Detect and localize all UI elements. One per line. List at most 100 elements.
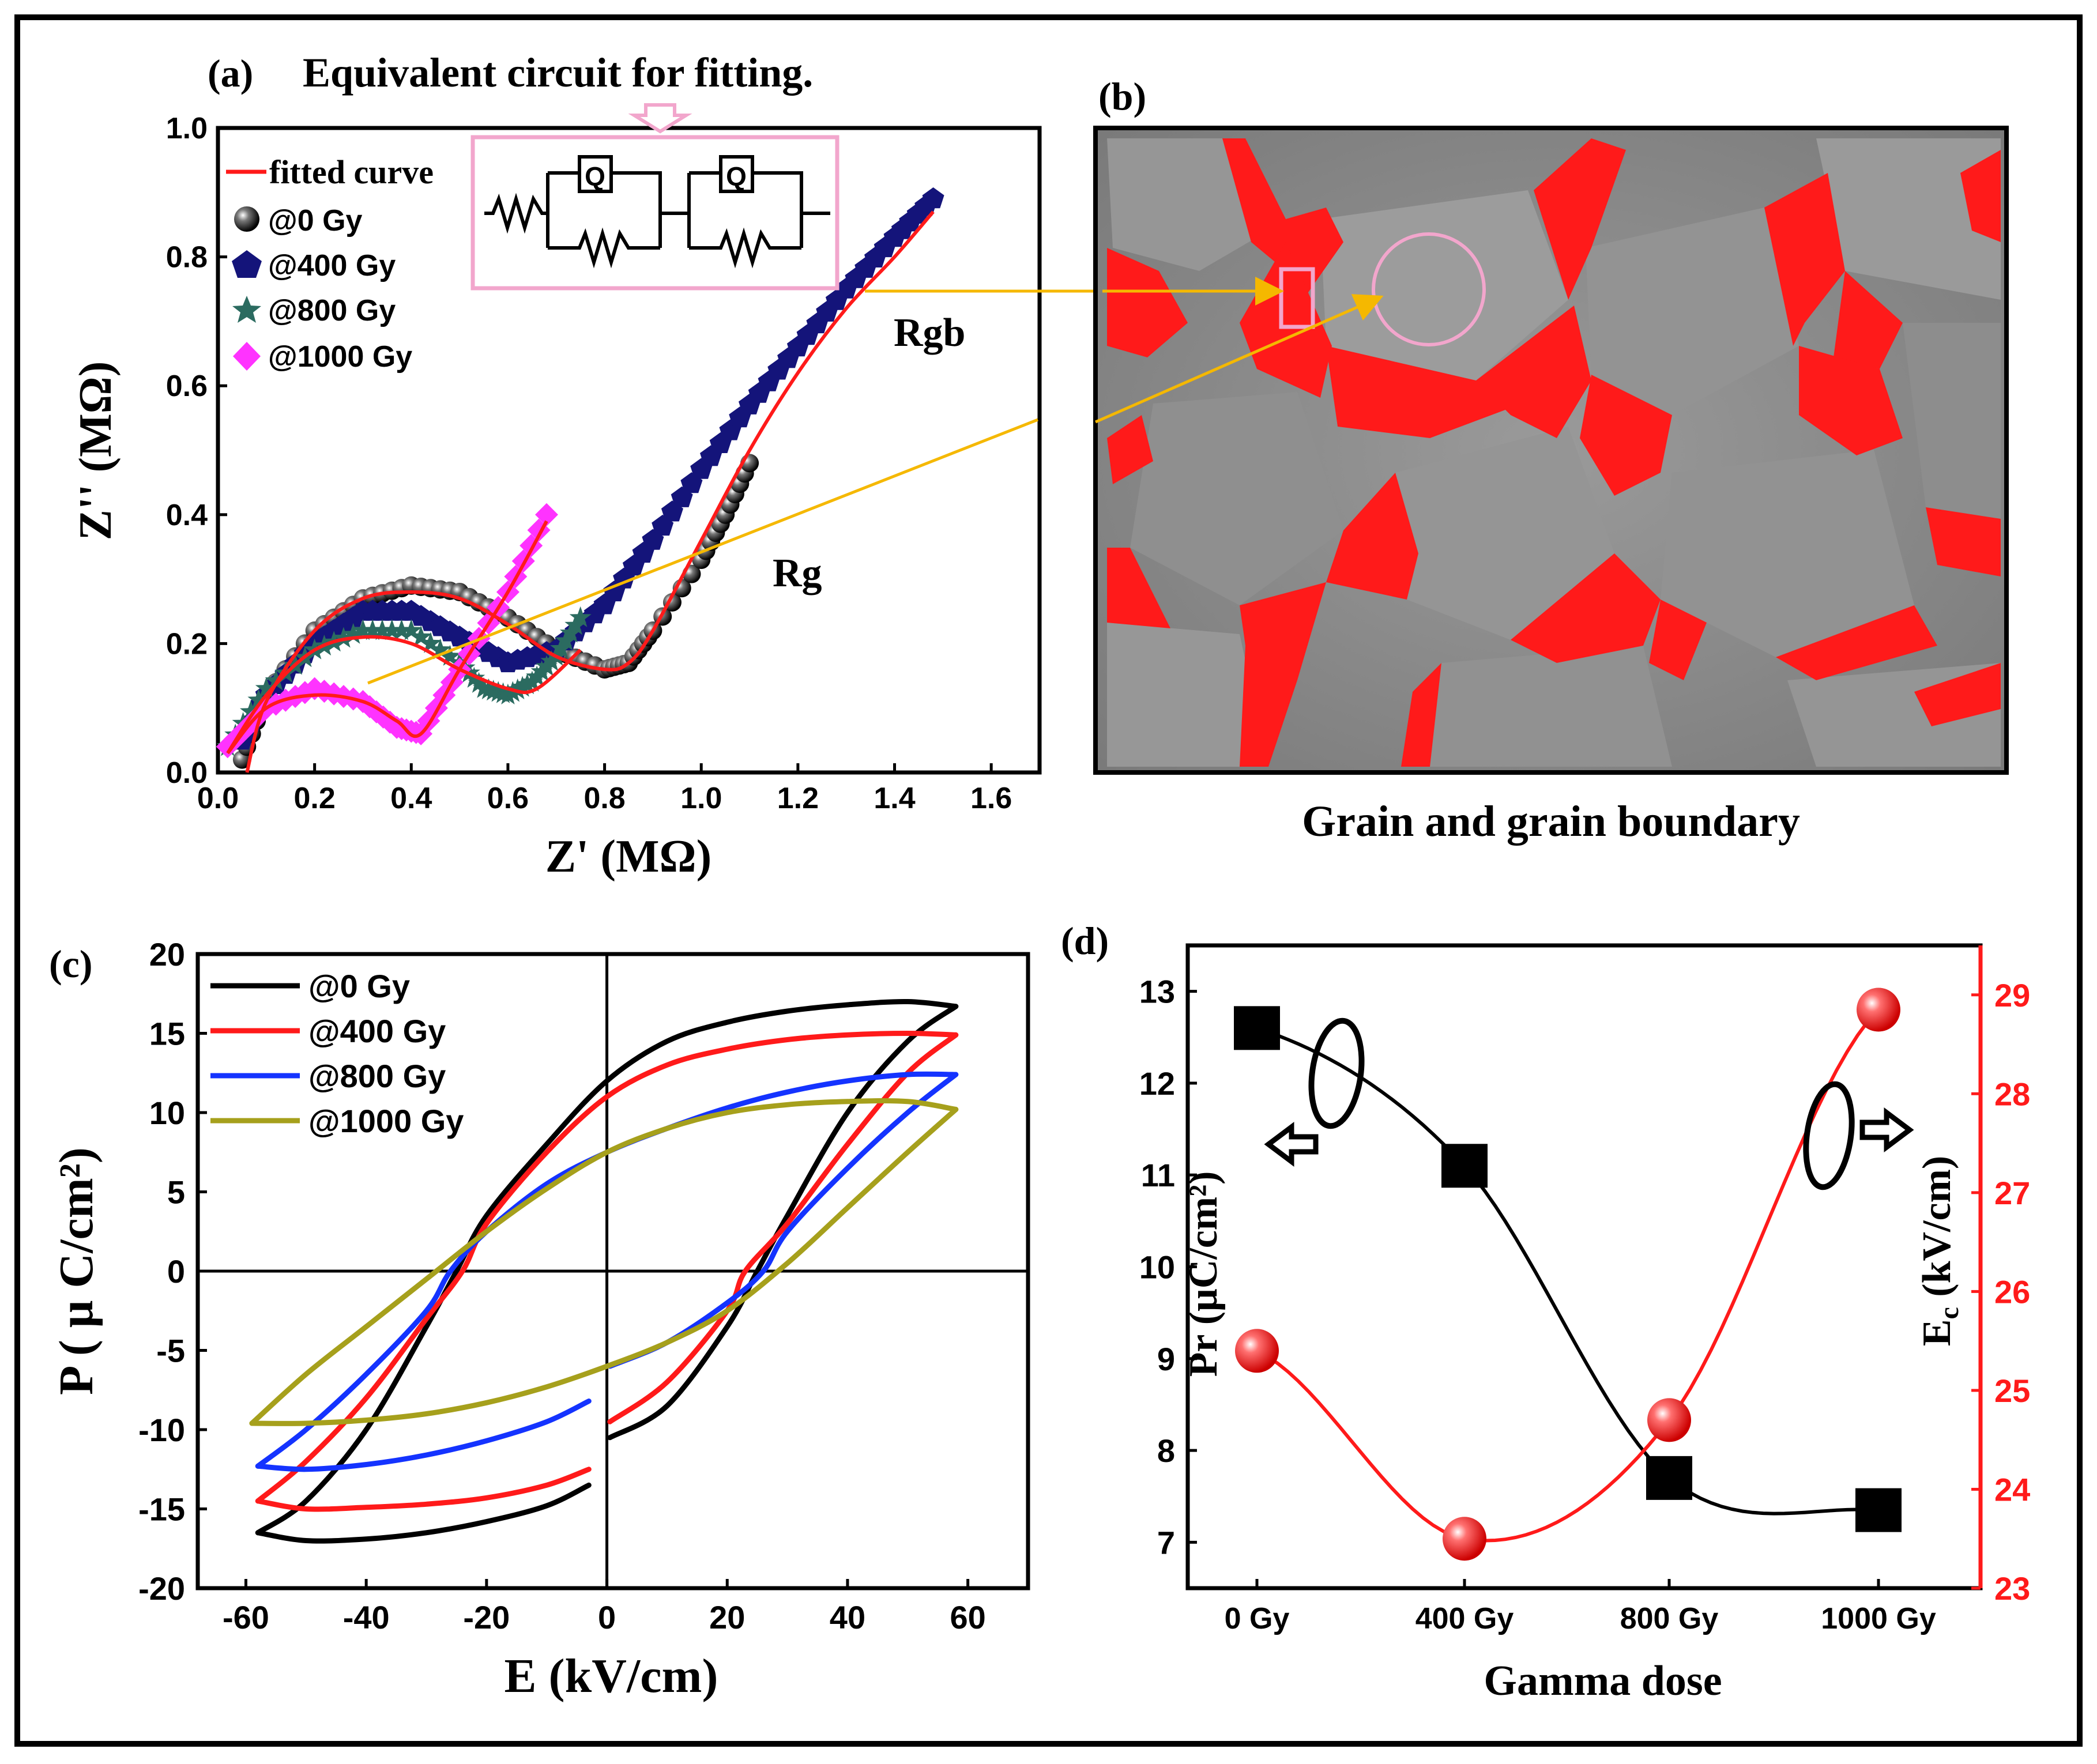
y-tick-label: 0: [167, 1253, 185, 1290]
x-tick-label: 0.0: [197, 782, 239, 815]
grain-marker-circle: [1372, 232, 1486, 346]
data-point: [381, 619, 403, 640]
panel-b-label: (b): [1098, 74, 1146, 118]
right-y-tick-label: 23: [1994, 1570, 2030, 1607]
legend-1000gy-text: @1000 Gy: [268, 340, 412, 374]
legend-800gy-marker: [232, 296, 261, 323]
loop-branch-lower: [255, 998, 959, 1536]
data-point: [400, 619, 423, 640]
right-y-tick-label: 27: [1994, 1175, 2030, 1211]
fitted-curve-line: [245, 210, 935, 773]
data-point: [569, 606, 592, 627]
y-tick-label: -5: [156, 1333, 185, 1369]
circuit-box: [470, 135, 839, 291]
circuit-arrow-icon: [628, 103, 692, 134]
x-tick-label: -20: [463, 1599, 510, 1635]
x-tick-label: 1.2: [777, 782, 819, 815]
grain: [1430, 646, 1672, 767]
plot-a-fitted-curves: [226, 210, 935, 773]
plot-d-ticks: 0 Gy 400 Gy 800 Gy 1000 Gy 7 8 9 10 11 12 13 23 24 25…: [1139, 974, 2031, 1635]
loop-branch-upper: [249, 1098, 959, 1426]
x-tick-label: 0: [598, 1599, 616, 1635]
x-tick-label: 0.8: [583, 782, 625, 815]
data-point: [240, 700, 262, 722]
data-point: [362, 619, 384, 640]
loop-branch-return: [607, 1032, 959, 1424]
data-point: [1443, 1517, 1486, 1561]
grain: [1903, 323, 2001, 519]
grain-boundaries: [1107, 138, 2001, 767]
legend-400gy-text: @400 Gy: [268, 249, 396, 282]
plot-d-xlabel: Gamma dose: [1484, 1657, 1722, 1705]
grain: [1107, 138, 1268, 271]
data-point: [1235, 1329, 1279, 1373]
plot-d-right-ylabel: Ec (kV/cm): [1915, 1156, 1964, 1346]
x-tick-label: -40: [343, 1599, 390, 1635]
legend-c-400gy-text: @400 Gy: [308, 1013, 446, 1049]
legend-0gy-marker: [234, 206, 259, 232]
x-tick-label: 1.0: [680, 782, 722, 815]
panel-a: (a) Equivalent circuit for fitting. 0.0 0…: [70, 50, 1102, 882]
data-point: [496, 683, 519, 704]
y-tick-label: 10: [149, 1095, 185, 1131]
data-point: [342, 623, 364, 644]
loop-branch-lower: [255, 1071, 959, 1469]
data-point: [1857, 987, 1900, 1032]
grain: [1395, 427, 1614, 640]
data-point: [468, 672, 490, 693]
grain: [1130, 392, 1343, 605]
equivalent-circuit-inset: Q Q: [470, 103, 839, 291]
legend-fitted-curve-text: fitted curve: [269, 153, 434, 191]
data-point: [506, 678, 529, 700]
y-tick-label: 15: [149, 1016, 185, 1052]
data-point: [265, 669, 287, 691]
plot-c-legend: @0 Gy @400 Gy @800 Gy @1000 Gy: [210, 968, 464, 1139]
y-tick-label: -10: [138, 1412, 185, 1448]
left-y-tick-label: 13: [1139, 974, 1175, 1010]
grain: [1586, 208, 1799, 415]
right-arrow-icon: [1859, 1107, 1914, 1152]
circuit-q2-label: Q: [726, 161, 747, 191]
x-tick-label: 0.2: [293, 782, 335, 815]
legend-c-800gy-text: @800 Gy: [308, 1058, 446, 1094]
right-y-tick-label: 25: [1994, 1373, 2030, 1409]
data-point: [1647, 1398, 1691, 1442]
loop-branch-return: [607, 1004, 959, 1441]
plot-c-xlabel: E (kV/cm): [505, 1649, 718, 1703]
series-pr: [1234, 1006, 1902, 1532]
data-point: [255, 677, 277, 698]
rg-arrow: [1094, 294, 1384, 424]
grain: [1107, 623, 1268, 767]
fitted-curve-line: [226, 520, 548, 755]
x-tick-label: 800 Gy: [1620, 1602, 1719, 1635]
plot-a-frame: [216, 126, 1042, 775]
loop-branch-upper: [255, 1399, 592, 1472]
data-point: [922, 187, 944, 209]
trend-line: [1256, 1008, 1880, 1543]
right-y-tick-label: 24: [1994, 1471, 2030, 1507]
data-point: [535, 503, 558, 526]
panel-c-label: (c): [49, 942, 92, 986]
data-point: [516, 673, 539, 695]
fitted-curve-line: [226, 635, 582, 755]
y-tick-label: -15: [138, 1491, 185, 1528]
x-tick-label: 400 Gy: [1415, 1602, 1514, 1635]
panel-d: (d) 0 Gy 400 Gy 800 Gy 1000 Gy 7 8 9 10 11 12 13 23…: [1061, 919, 2030, 1705]
data-point: [410, 625, 432, 647]
left-y-tick-label: 11: [1141, 1157, 1175, 1193]
right-axis-indicator-ellipse: [1803, 1081, 1855, 1190]
annotation-rgb: Rgb: [894, 311, 965, 355]
x-tick-label: 0 Gy: [1225, 1602, 1290, 1635]
loop-branch-upper: [255, 1467, 592, 1512]
x-tick-label: 60: [950, 1599, 986, 1635]
right-y-tick-label: 29: [1994, 977, 2030, 1013]
data-point: [332, 627, 355, 648]
x-tick-label: 0.6: [487, 782, 529, 815]
left-y-tick-label: 9: [1157, 1341, 1175, 1377]
data-point: [371, 619, 393, 640]
loop-branch-lower: [249, 1107, 959, 1426]
grain: [1661, 450, 1914, 657]
y-tick-label: 20: [149, 936, 185, 973]
data-point: [419, 632, 442, 653]
